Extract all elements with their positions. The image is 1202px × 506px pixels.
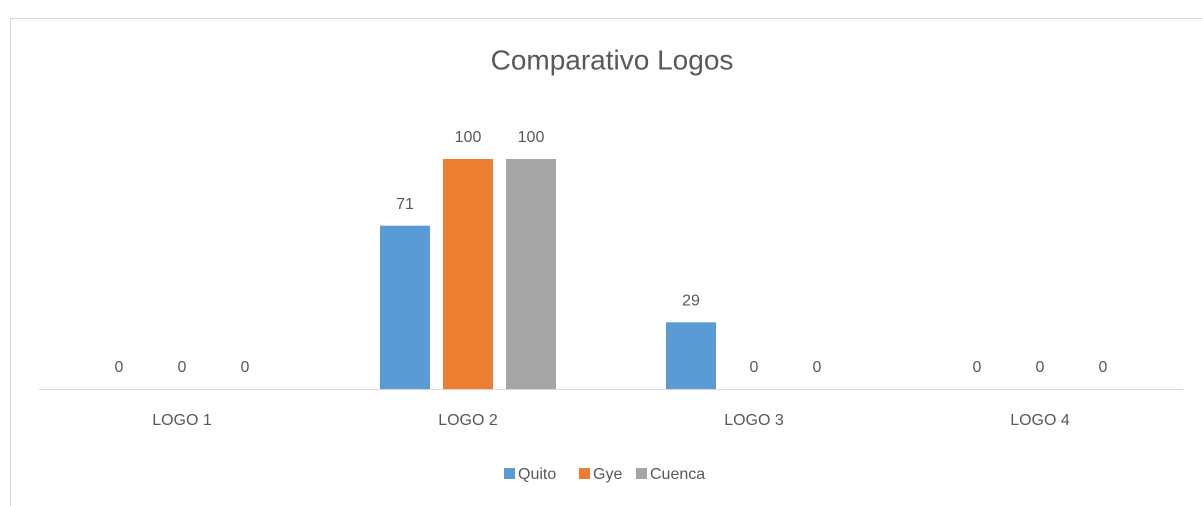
data-label: 29 xyxy=(682,293,700,310)
data-label: 0 xyxy=(241,359,250,376)
bar xyxy=(443,159,493,389)
chart-border xyxy=(10,18,1202,506)
legend-label: Quito xyxy=(518,466,556,483)
data-label: 0 xyxy=(115,359,124,376)
bar xyxy=(380,225,430,389)
bar xyxy=(506,159,556,389)
data-label: 0 xyxy=(1099,359,1108,376)
legend-swatch xyxy=(636,468,647,479)
chart-title: Comparativo Logos xyxy=(491,44,734,75)
x-tick-label: LOGO 1 xyxy=(152,412,212,429)
data-label: 0 xyxy=(750,359,759,376)
x-tick-label: LOGO 3 xyxy=(724,412,784,429)
x-tick-label: LOGO 4 xyxy=(1010,412,1070,429)
bar xyxy=(666,322,716,389)
x-tick-label: LOGO 2 xyxy=(438,412,498,429)
legend-swatch xyxy=(579,468,590,479)
data-label: 100 xyxy=(518,129,545,146)
data-label: 0 xyxy=(178,359,187,376)
data-label: 0 xyxy=(1036,359,1045,376)
legend-swatch xyxy=(504,468,515,479)
data-label: 71 xyxy=(396,196,414,213)
data-label: 0 xyxy=(973,359,982,376)
data-label: 0 xyxy=(813,359,822,376)
legend-label: Gye xyxy=(593,466,622,483)
data-label: 100 xyxy=(455,129,482,146)
legend-label: Cuenca xyxy=(650,466,705,483)
